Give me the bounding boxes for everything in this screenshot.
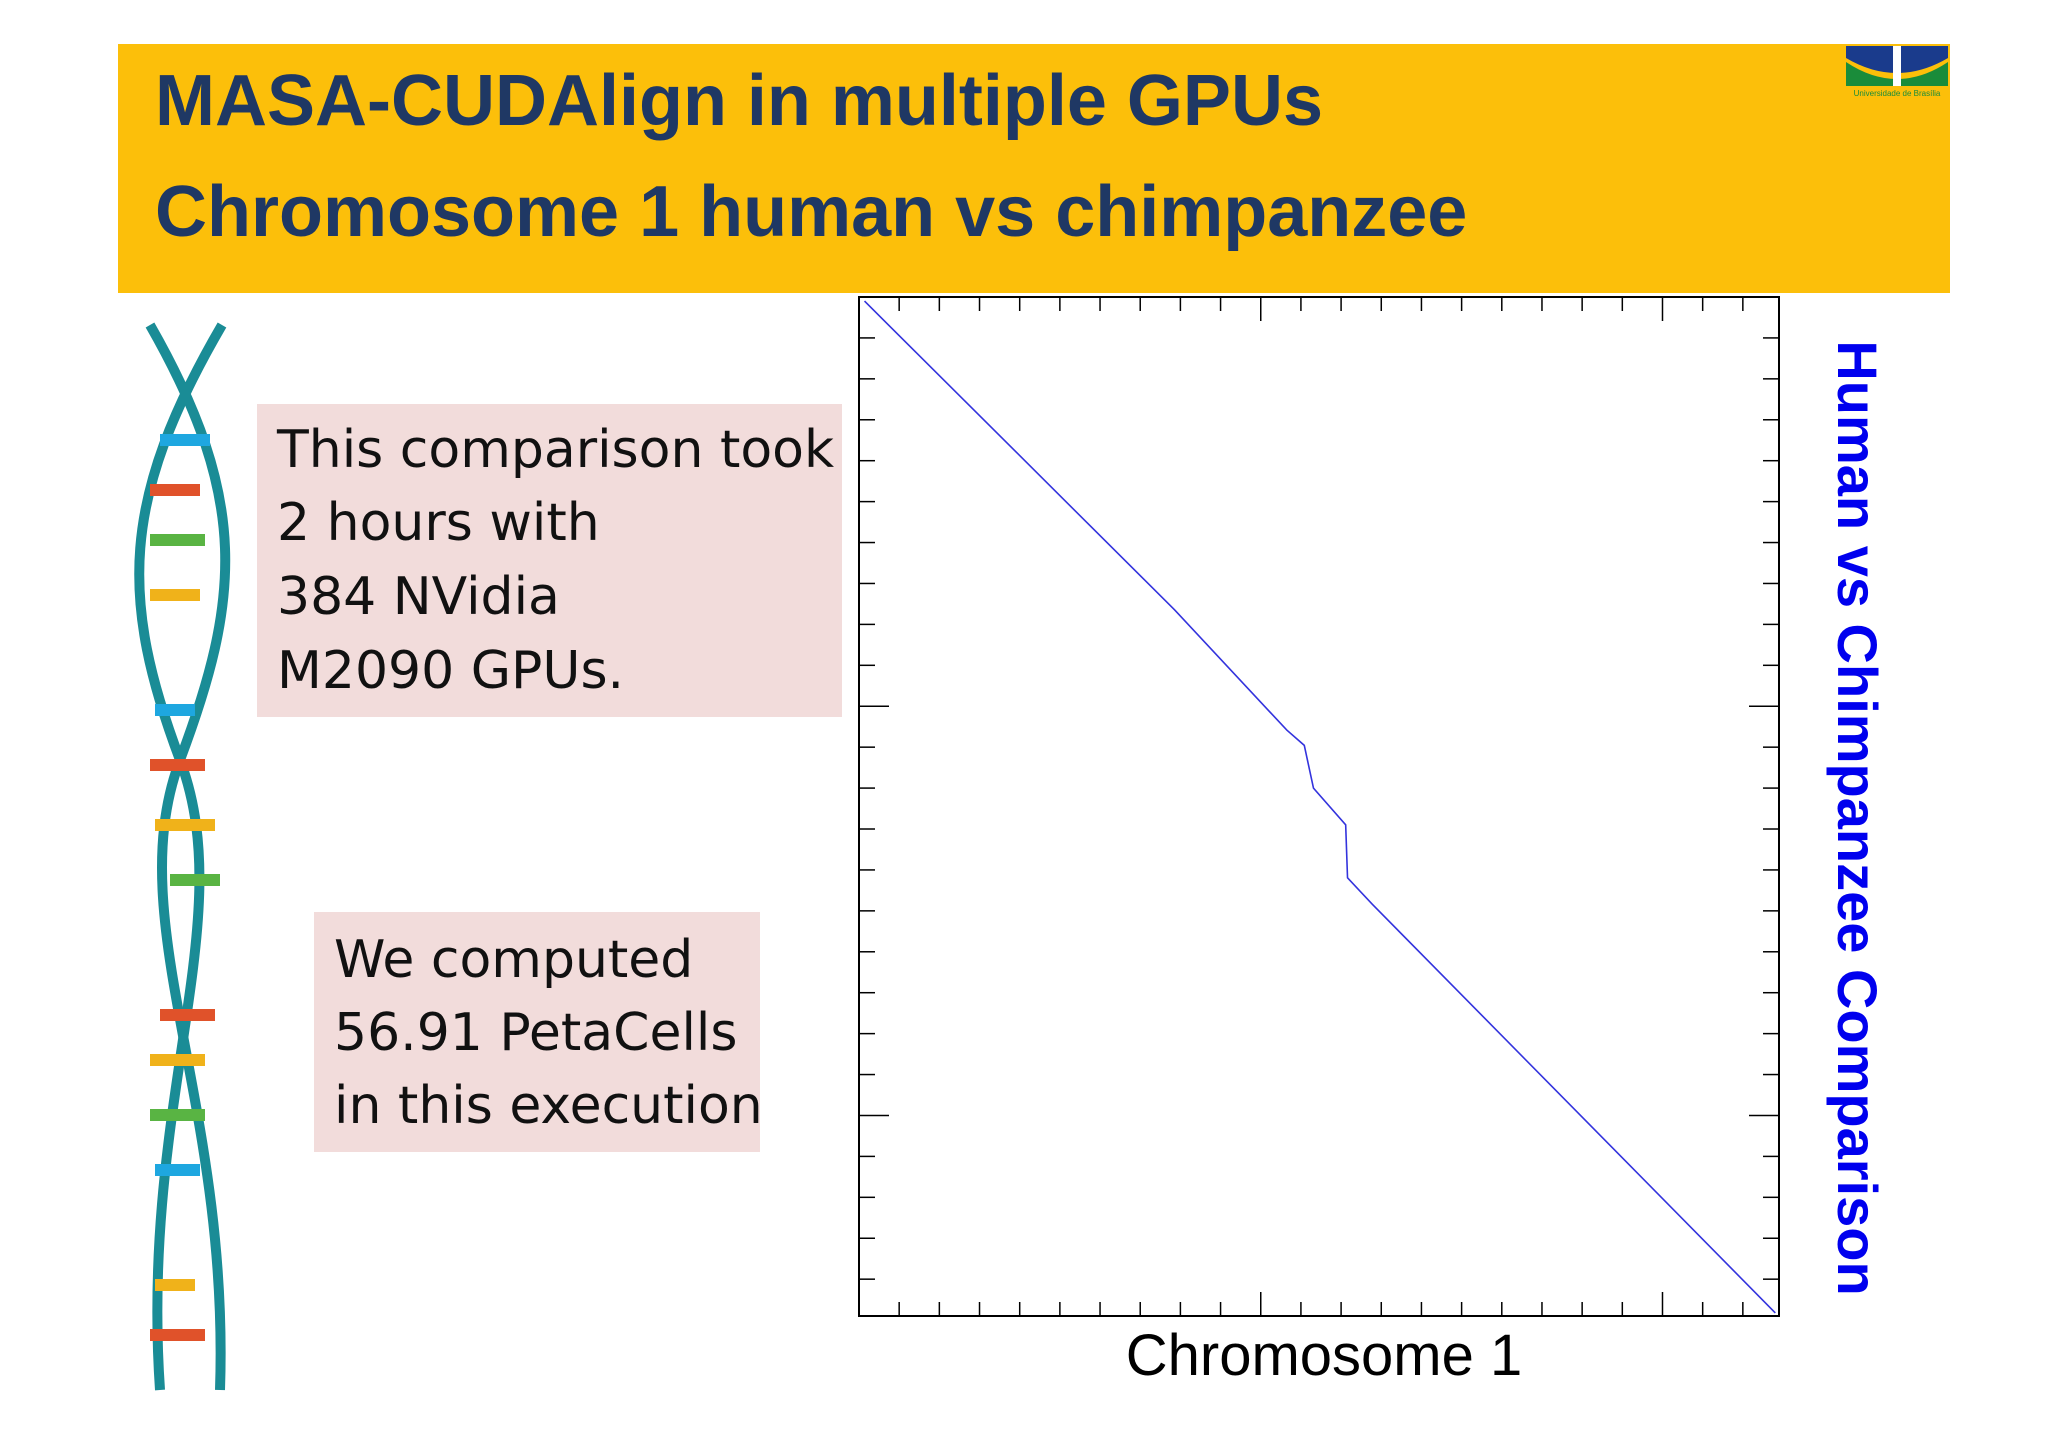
title-line: MASA-CUDAlign in multiple GPUs <box>155 61 1323 141</box>
box-line: This comparison took <box>276 420 834 480</box>
title-line: Chromosome 1 human vs chimpanzee <box>155 172 1467 252</box>
dna-helix <box>134 322 231 1391</box>
box-line: 56.91 PetaCells <box>334 1003 737 1063</box>
box-line: 384 NVidia <box>277 567 560 627</box>
box-line: 2 hours with <box>277 493 600 553</box>
box-line: We computed <box>334 930 693 990</box>
box-line: M2090 GPUs. <box>277 641 624 701</box>
text-box <box>257 404 842 717</box>
header-band <box>118 44 1950 293</box>
text-box <box>314 912 760 1152</box>
data-line <box>863 300 1776 1314</box>
y-axis-label: Human vs Chimpanzee Comparison <box>1826 340 1889 1295</box>
box-line: in this execution <box>334 1076 763 1136</box>
plot-frame <box>858 296 1780 1317</box>
logo-text: Universidade de Brasília <box>1854 89 1941 98</box>
logo: Universidade de Brasília <box>1846 46 1948 98</box>
x-axis-label: Chromosome 1 <box>1126 1323 1522 1388</box>
